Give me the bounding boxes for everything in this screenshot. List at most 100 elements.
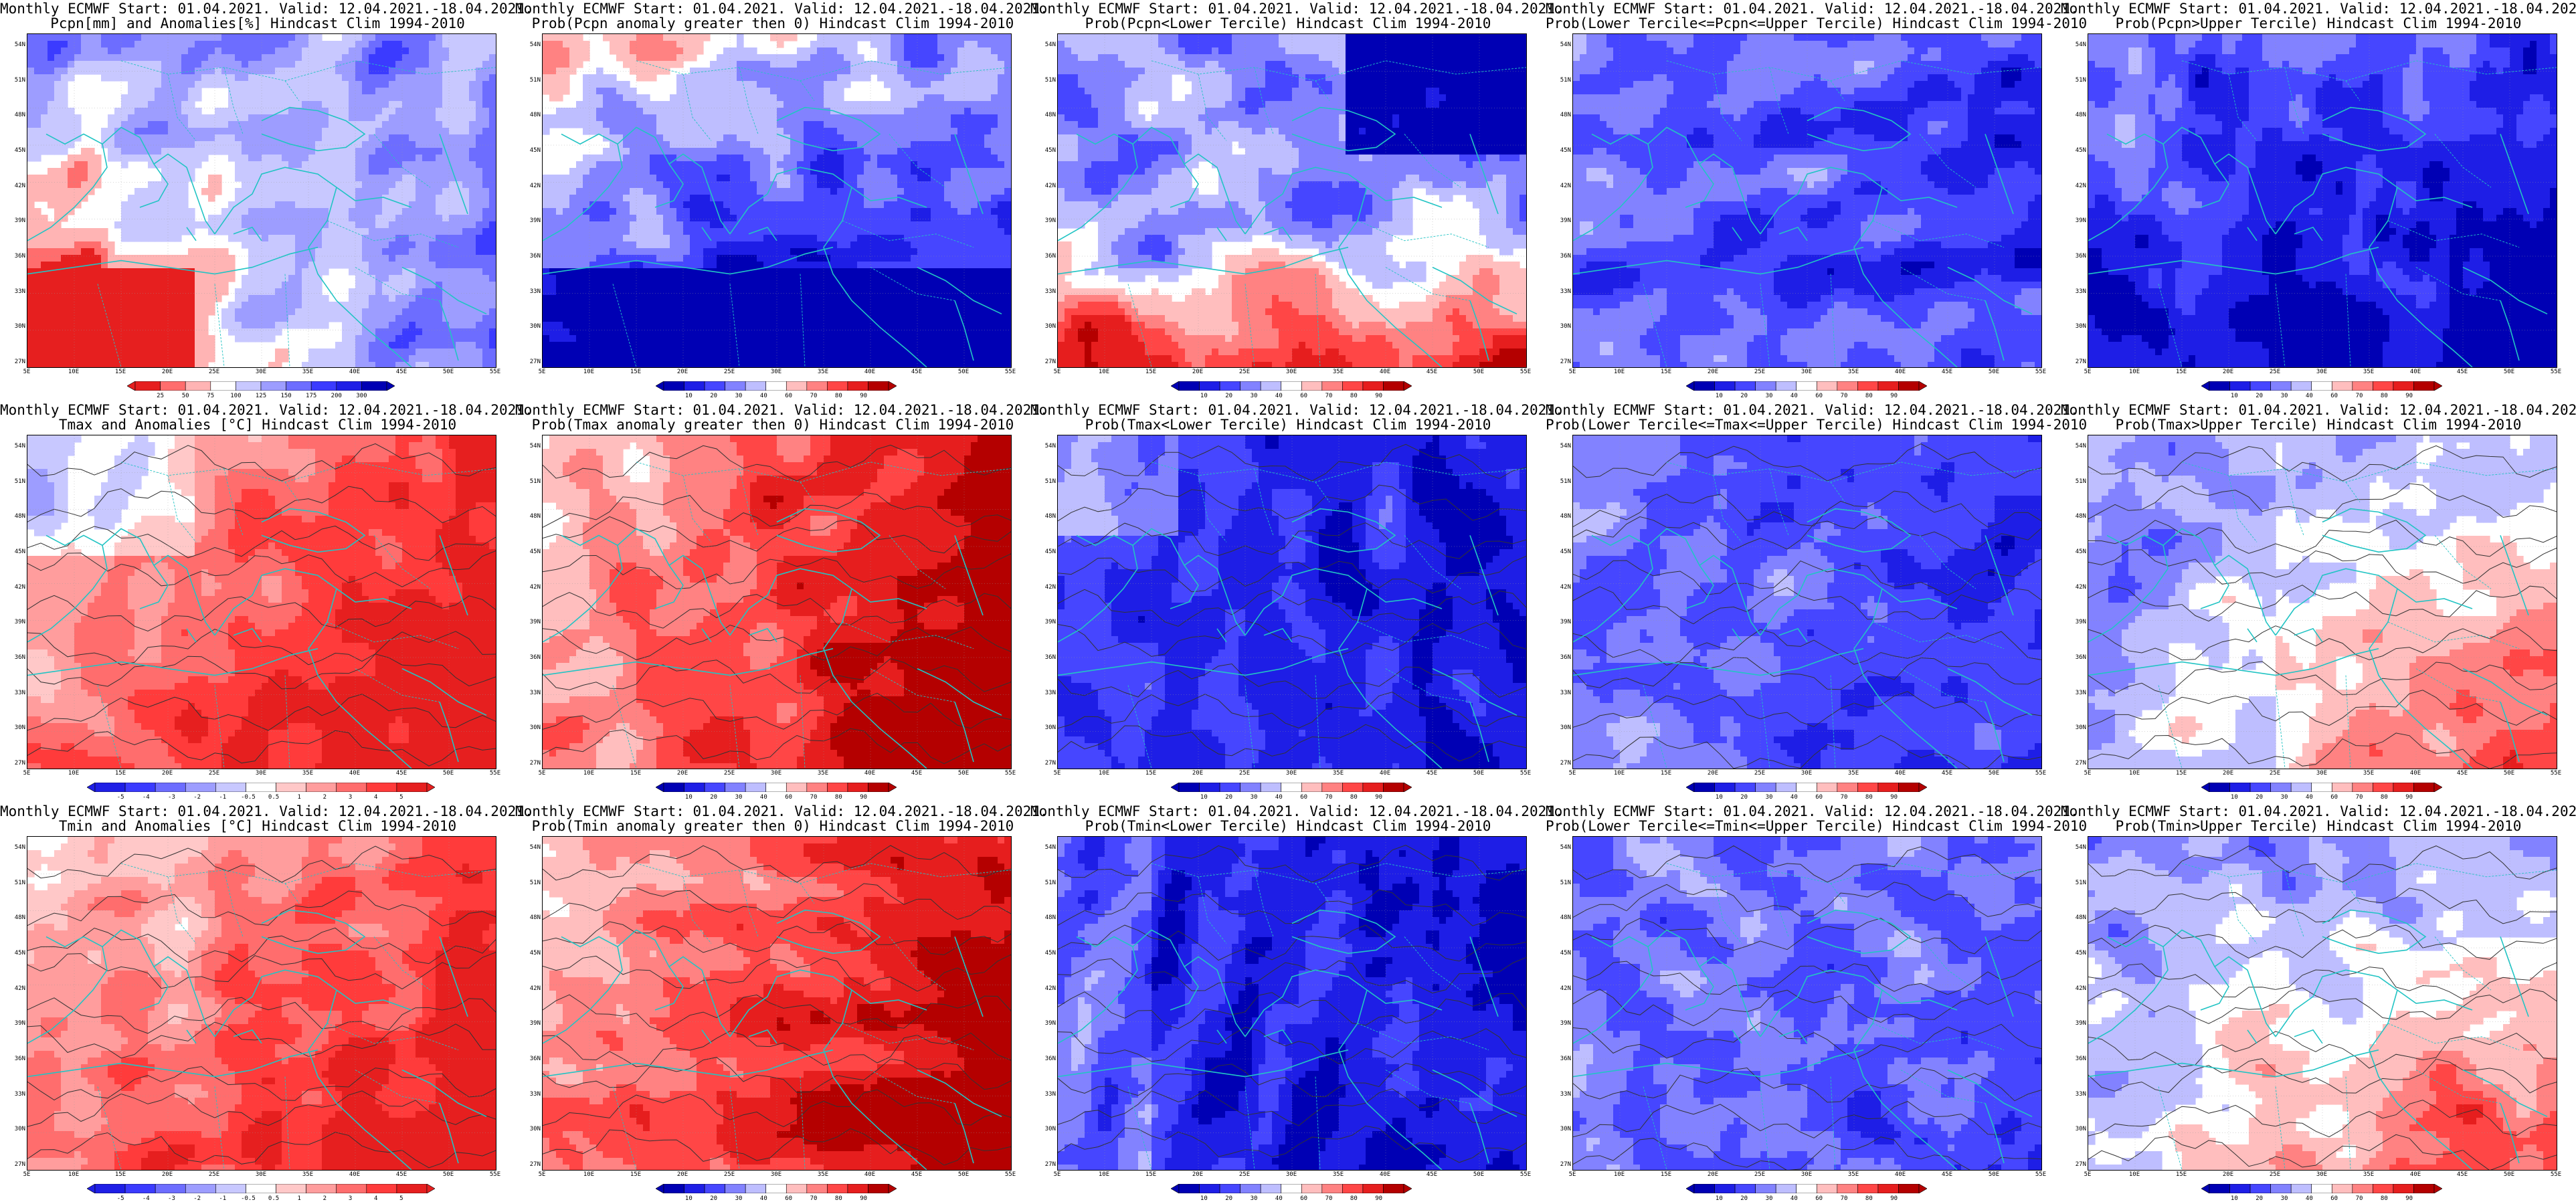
shaded-field	[27, 837, 496, 1170]
map-area	[2088, 435, 2557, 769]
latitude-label: 33N	[2070, 690, 2086, 696]
colour-bar-label: 20	[1736, 1195, 1753, 1202]
coastlines	[27, 909, 487, 1170]
colour-bar-label: -0.5	[240, 1195, 257, 1202]
colour-bar	[127, 381, 395, 391]
longitude-label: 5E	[1047, 1171, 1067, 1178]
longitude-label: 50E	[1469, 1171, 1489, 1178]
colour-bar-label: 10	[680, 794, 697, 801]
latitude-label: 51N	[1555, 478, 1571, 485]
shaded-field	[2088, 34, 2557, 367]
latitude-label: 51N	[1555, 77, 1571, 84]
panel-title-line2: Prob(Lower Tercile<=Tmin<=Upper Tercile)…	[1546, 819, 2087, 833]
longitude-label: 15E	[110, 770, 130, 777]
longitude-label: 45E	[391, 369, 411, 375]
latitude-label: 33N	[525, 1091, 541, 1098]
latitude-label: 48N	[9, 112, 25, 118]
colour-bar-label: 2	[316, 794, 333, 801]
latitude-label: 36N	[9, 654, 25, 661]
colour-bar-label: 60	[780, 794, 798, 801]
shaded-field	[27, 435, 496, 769]
colour-bar-label: 4	[367, 794, 385, 801]
latitude-label: 27N	[525, 760, 541, 767]
longitude-label: 45E	[391, 770, 411, 777]
map-panel-pcpn-upper: Monthly ECMWF Start: 01.04.2021. Valid: …	[2061, 0, 2576, 401]
longitude-label: 40E	[1375, 1171, 1395, 1178]
graticule	[1573, 837, 2041, 1170]
longitude-label: 20E	[157, 770, 177, 777]
colour-bar-label: 60	[780, 393, 798, 399]
colour-bar-label: -4	[137, 794, 155, 801]
map-area	[542, 435, 1012, 769]
latitude-label: 45N	[1555, 548, 1571, 555]
coastlines	[543, 909, 1002, 1170]
panel-title-line1: Monthly ECMWF Start: 01.04.2021. Valid: …	[1030, 804, 1564, 819]
longitude-label: 10E	[1609, 1171, 1629, 1178]
longitude-label: 45E	[2452, 369, 2472, 375]
longitude-label: 55E	[485, 770, 505, 777]
longitude-label: 40E	[2405, 1171, 2425, 1178]
map-panel-tmax-upper: Monthly ECMWF Start: 01.04.2021. Valid: …	[2061, 401, 2576, 803]
colour-bar-label: 125	[252, 393, 270, 399]
latitude-label: 51N	[2070, 478, 2086, 485]
longitude-label: 55E	[485, 1171, 505, 1178]
latitude-label: 45N	[1040, 548, 1056, 555]
longitude-label: 20E	[1703, 369, 1723, 375]
latitude-label: 33N	[525, 288, 541, 295]
map-area	[27, 435, 496, 769]
latitude-label: 48N	[9, 513, 25, 520]
longitude-label: 15E	[1656, 369, 1676, 375]
longitude-label: 45E	[907, 369, 927, 375]
colour-bar-label: 70	[1835, 1195, 1853, 1202]
latitude-label: 48N	[1040, 112, 1056, 118]
latitude-label: 36N	[2070, 654, 2086, 661]
map-svg	[1058, 837, 1526, 1170]
longitude-label: 40E	[345, 1171, 365, 1178]
latitude-label: 36N	[1555, 1056, 1571, 1062]
colour-bar-label: 60	[2326, 794, 2343, 801]
longitude-label: 50E	[1469, 369, 1489, 375]
latitude-label: 27N	[1040, 760, 1056, 767]
longitude-label: 55E	[485, 369, 505, 375]
latitude-label: 48N	[1555, 914, 1571, 921]
colour-bar-label: 3	[342, 1195, 359, 1202]
latitude-label: 54N	[1555, 443, 1571, 449]
colour-bar-label: 20	[1736, 393, 1753, 399]
colour-bar-label: 60	[1811, 393, 1828, 399]
latitude-label: 36N	[2070, 1056, 2086, 1062]
map-area	[1572, 33, 2042, 368]
colour-bar-label: 70	[1320, 393, 1338, 399]
longitude-label: 40E	[1890, 369, 1910, 375]
longitude-label: 50E	[1984, 369, 2004, 375]
latitude-label: 27N	[2070, 1161, 2086, 1168]
colour-bar	[87, 783, 435, 792]
latitude-label: 42N	[525, 183, 541, 189]
longitude-label: 10E	[1094, 770, 1114, 777]
longitude-label: 50E	[1469, 770, 1489, 777]
latitude-label: 45N	[525, 548, 541, 555]
colour-bar-label: 80	[1345, 1195, 1362, 1202]
colour-bar-label: 40	[2300, 794, 2318, 801]
latitude-label: 27N	[2070, 760, 2086, 767]
longitude-label: 30E	[2312, 1171, 2332, 1178]
latitude-label: 39N	[1040, 619, 1056, 625]
latitude-label: 54N	[1040, 41, 1056, 48]
colour-bar-label: 60	[2326, 393, 2343, 399]
colour-bar-label: 90	[2401, 393, 2418, 399]
latitude-label: 27N	[1040, 1161, 1056, 1168]
latitude-label: 30N	[1555, 323, 1571, 330]
latitude-label: 42N	[1555, 985, 1571, 992]
latitude-label: 42N	[9, 183, 25, 189]
latitude-label: 30N	[9, 1126, 25, 1132]
colour-bar-label: 70	[1835, 794, 1853, 801]
shaded-field	[27, 34, 496, 367]
colour-bar-label: 70	[805, 393, 822, 399]
latitude-label: 39N	[1555, 619, 1571, 625]
longitude-label: 15E	[110, 1171, 130, 1178]
longitude-label: 30E	[766, 1171, 786, 1178]
latitude-label: 42N	[2070, 985, 2086, 992]
longitude-label: 30E	[1281, 770, 1301, 777]
latitude-label: 27N	[1555, 359, 1571, 365]
latitude-label: 54N	[2070, 844, 2086, 851]
colour-bar-label: 10	[1710, 794, 1728, 801]
